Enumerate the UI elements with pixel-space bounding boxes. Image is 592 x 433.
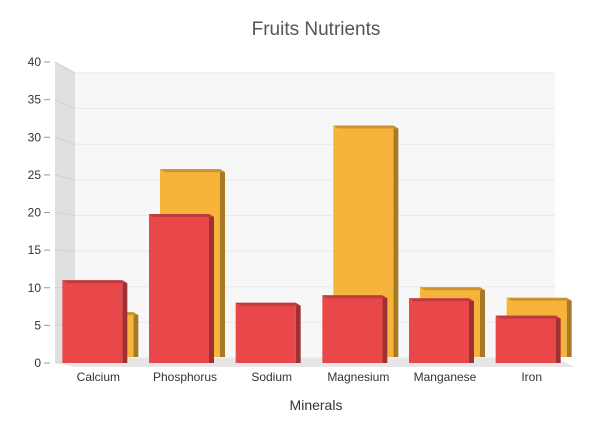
y-tick-label: 35 [28, 93, 42, 107]
bar-side [122, 280, 128, 363]
x-tick-label: Phosphorus [153, 370, 217, 384]
y-tick-label: 25 [28, 168, 42, 182]
bar-side [480, 287, 485, 357]
x-tick-label: Sodium [251, 370, 292, 384]
y-tick-label: 15 [28, 243, 42, 257]
bar-side [295, 302, 301, 363]
bar-sodium-s1 [235, 302, 296, 363]
category-sodium [235, 302, 301, 363]
y-tick-label: 5 [34, 318, 41, 332]
bar-side [566, 297, 572, 357]
y-tick-label: 20 [28, 206, 42, 220]
bar-side [469, 298, 474, 363]
bar-top [62, 280, 128, 284]
x-tick-label: Iron [521, 370, 542, 384]
side-grid-line [54, 61, 76, 74]
y-tick-label: 40 [28, 55, 42, 69]
x-tick-label: Magnesium [327, 370, 389, 384]
category-magnesium [322, 125, 399, 363]
y-axis: 0 5 10 15 20 25 30 35 40 [28, 55, 50, 370]
bar-top [495, 315, 561, 319]
x-axis-title: Minerals [290, 397, 343, 413]
bar-side [209, 214, 214, 363]
bar-top [149, 214, 214, 218]
side-grid-line [54, 136, 76, 145]
bar-top [420, 287, 485, 291]
bar-side [393, 125, 399, 357]
bar-top [160, 169, 225, 173]
x-tick-label: Manganese [414, 370, 477, 384]
y-tick-label: 10 [28, 281, 42, 295]
side-grid-line [54, 212, 76, 216]
bar-manganese-s1 [409, 298, 469, 363]
side-grid-line [54, 99, 76, 110]
chart-title: Fruits Nutrients [252, 19, 381, 40]
bar-top [409, 298, 474, 302]
bar-phosphorus-s1 [149, 214, 209, 363]
bar-side [555, 315, 561, 363]
bar-magnesium-s1 [322, 295, 383, 363]
bar-side [220, 169, 225, 357]
bar-top [235, 302, 301, 306]
bar-side [133, 312, 139, 357]
bar-top [506, 297, 572, 301]
bars [62, 125, 572, 363]
x-tick-label: Calcium [77, 370, 120, 384]
bar-side [382, 295, 388, 363]
y-tick-label: 0 [34, 356, 41, 370]
x-axis: Calcium Phosphorus Sodium Magnesium Manganes… [77, 370, 542, 384]
side-grid-line [54, 174, 76, 181]
category-manganese [409, 287, 485, 363]
category-iron [495, 297, 572, 363]
y-tick-label: 30 [28, 130, 42, 144]
bar-top [322, 295, 388, 299]
bar-calcium-s1 [62, 280, 123, 363]
side-grid-line [54, 249, 76, 252]
bar-iron-s1 [495, 315, 556, 363]
category-calcium [62, 280, 139, 363]
bar-top [333, 125, 399, 129]
category-phosphorus [149, 169, 225, 363]
